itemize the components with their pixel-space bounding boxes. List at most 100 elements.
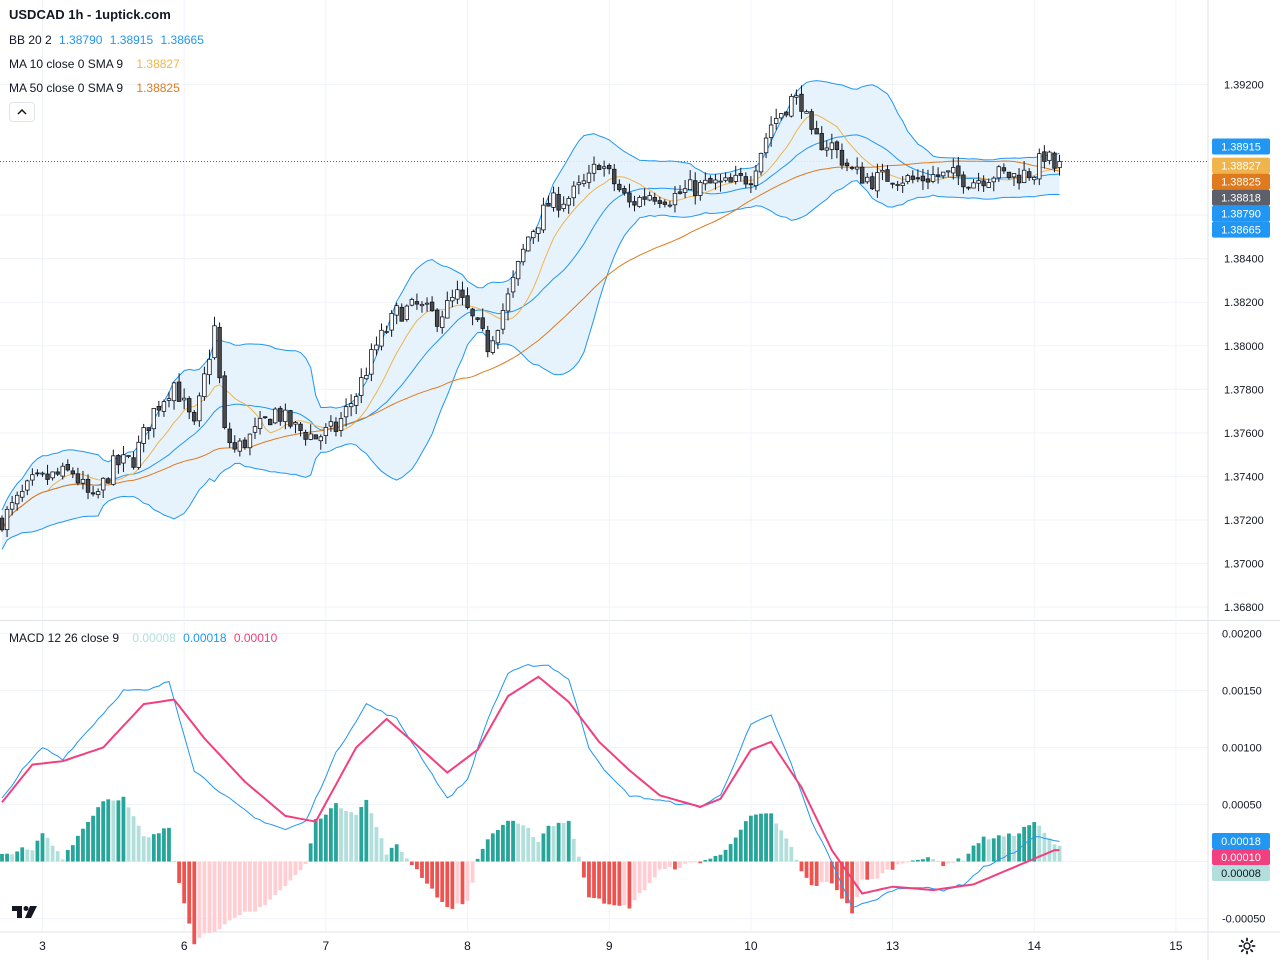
macd-hist-bar: [111, 800, 116, 862]
macd-hist-bar: [1037, 825, 1042, 862]
bb-legend[interactable]: BB 20 2 1.38790 1.38915 1.38665: [9, 32, 208, 48]
candle-body: [526, 236, 531, 252]
candle: [101, 477, 106, 499]
candle-body: [515, 261, 521, 280]
gear-icon[interactable]: [1238, 937, 1256, 955]
candle: [227, 422, 232, 448]
candle: [176, 373, 182, 402]
candle: [293, 421, 298, 434]
candle-body: [80, 478, 86, 484]
candle-body: [860, 166, 865, 184]
candle: [541, 197, 546, 234]
price-marker-bg: [1212, 138, 1270, 155]
candle: [156, 400, 162, 417]
candles[interactable]: [0, 85, 1062, 538]
candle-body: [1042, 151, 1047, 162]
macd-hist-bar: [263, 861, 268, 906]
candle-body: [101, 477, 106, 491]
candle-body: [940, 171, 946, 177]
candle: [166, 391, 172, 408]
macd-hist-bar: [703, 860, 708, 862]
candle: [131, 451, 136, 470]
collapse-legend-button[interactable]: [9, 102, 35, 122]
time-tick-label: 6: [181, 939, 188, 953]
price-marker-label: 1.38915: [1221, 142, 1261, 154]
macd-hist-bar: [141, 836, 146, 862]
macd-hist-bar: [60, 859, 65, 862]
candle: [698, 180, 703, 201]
price-marker-bg: [1212, 173, 1270, 190]
time-tick-label: 3: [39, 939, 46, 953]
macd-hist-bar: [339, 808, 343, 862]
macd-hist-bar: [627, 861, 632, 909]
candle-body: [576, 182, 582, 186]
ma50-legend[interactable]: MA 50 close 0 SMA 9 1.38825: [9, 80, 184, 96]
candle: [1052, 151, 1057, 173]
candle: [440, 310, 445, 334]
ma10-legend[interactable]: MA 10 close 0 SMA 9 1.38827: [9, 56, 184, 72]
macd-hist-bar: [192, 861, 197, 945]
macd-hist-bar: [976, 843, 981, 862]
candle: [141, 423, 146, 453]
macd-hist-bar: [900, 861, 905, 864]
macd-hist-bar: [835, 861, 839, 891]
candle-body: [925, 178, 931, 183]
macd-hist-bar: [865, 861, 870, 880]
candle: [687, 170, 693, 191]
macd-hist-bar: [961, 860, 966, 862]
candle: [971, 179, 976, 189]
candle: [161, 399, 167, 417]
candle-body: [672, 193, 678, 206]
candle: [870, 172, 875, 191]
macd-hist-bar: [420, 861, 424, 878]
candle: [121, 446, 126, 472]
candle: [895, 180, 900, 191]
macd-hist-bar: [1047, 838, 1052, 862]
candle: [434, 308, 440, 333]
price-marker-bg: [1212, 221, 1270, 238]
macd-hist-bar: [789, 846, 794, 862]
candle: [75, 467, 81, 486]
candle-body: [768, 124, 774, 138]
macd-hist-bar: [288, 861, 293, 881]
macd-hist-bar: [890, 861, 895, 870]
macd-hist-bar: [501, 824, 505, 862]
macd-hist-bar: [652, 861, 657, 878]
candle: [738, 167, 743, 182]
candle-body: [242, 439, 248, 448]
candle: [693, 172, 698, 205]
candle: [875, 163, 880, 198]
macd-hist-value: 0.00008: [132, 631, 176, 645]
price-tick-label: 1.37600: [1224, 428, 1264, 440]
candle-body: [14, 494, 20, 505]
candle-body: [434, 309, 440, 327]
chart-title: USDCAD 1h - 1uptick.com: [9, 7, 171, 22]
macd-hist-bar: [971, 845, 976, 862]
candle: [323, 423, 329, 444]
candle: [733, 165, 738, 185]
macd-hist-bar: [354, 814, 359, 862]
macd-legend[interactable]: MACD 12 26 close 9 0.00008 0.00018 0.000…: [9, 630, 281, 646]
candle-body: [971, 182, 976, 189]
macd-hist-bar: [495, 830, 500, 862]
bb-lower-line: [1, 180, 1060, 550]
time-axis[interactable]: 3 6 7 8 9 10 13 14 15: [39, 939, 1183, 953]
candle-body: [273, 408, 278, 424]
candle-body: [930, 174, 936, 182]
candle-body: [0, 517, 5, 531]
macd-hist-bar: [207, 861, 212, 934]
candle: [495, 329, 501, 349]
candle: [480, 308, 485, 332]
candle: [531, 229, 536, 244]
macd-hist-bar: [915, 859, 920, 862]
candle: [116, 454, 121, 474]
price-marker: 0.00010: [1212, 849, 1270, 866]
macd-hist-bar: [622, 861, 627, 906]
candle-body: [733, 174, 738, 182]
macd-hist-bar: [526, 827, 531, 862]
candle: [854, 157, 860, 175]
tradingview-logo-icon[interactable]: [10, 900, 40, 922]
candle-body: [718, 180, 723, 183]
candle-body: [789, 96, 794, 117]
